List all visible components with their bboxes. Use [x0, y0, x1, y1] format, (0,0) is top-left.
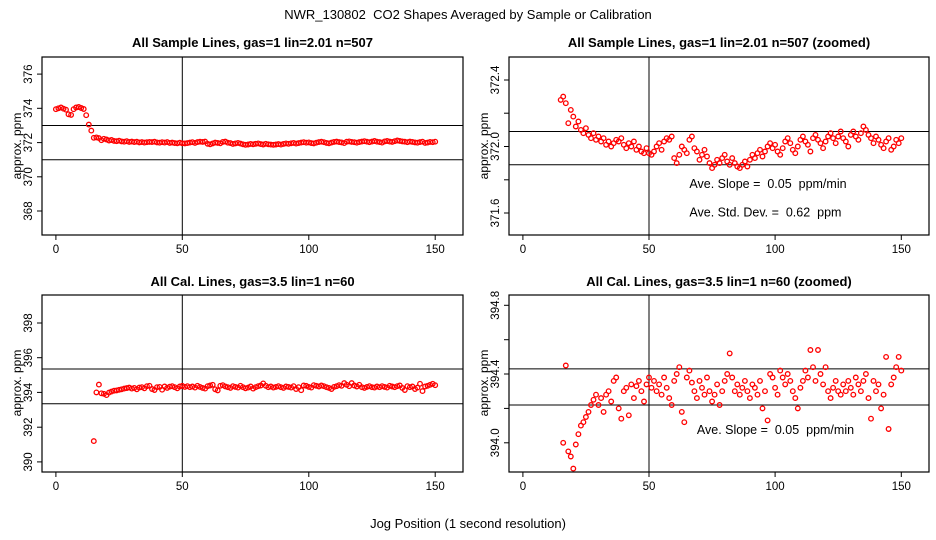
- y-tick-label: 394: [23, 382, 35, 402]
- panel-cal-zoomed: 0 50 100 150 394.0 394.4 394.8 Ave. Slope = 0.0…: [490, 291, 930, 493]
- x-tick-label: 0: [53, 481, 59, 493]
- plot-border: [508, 294, 930, 473]
- y-tick-label: 368: [23, 201, 35, 220]
- x-tick-label: 150: [426, 244, 445, 256]
- panel-title-cal-zoomed: All Cal. Lines, gas=3.5 lin=1 n=60 (zoom…: [586, 274, 852, 289]
- x-tick-label: 50: [176, 481, 189, 493]
- data-points-cal-zoomed: [560, 347, 905, 472]
- y-tick-label: 376: [23, 65, 35, 84]
- y-tick-label: 394.4: [490, 359, 502, 388]
- x-tick-label: 50: [176, 244, 189, 256]
- panel-title-sample-zoomed: All Sample Lines, gas=1 lin=2.01 n=507 (…: [567, 35, 871, 50]
- y-tick-label: 372.0: [490, 132, 502, 161]
- x-tick-label: 0: [53, 244, 59, 256]
- x-tick-label: 100: [766, 481, 785, 493]
- panel-cal-full: 0 50 100 150 390 392 394 396 398: [23, 294, 464, 493]
- y-tick-label: 392: [23, 418, 35, 437]
- x-tick-label: 0: [520, 244, 526, 256]
- y-tick-label: 371.6: [490, 199, 502, 228]
- y-tick-label: 398: [23, 313, 35, 332]
- y-tick-label: 370: [23, 167, 35, 186]
- x-tick-label: 0: [520, 481, 526, 493]
- annotation-text: Ave. Std. Dev. = 0.62 ppm: [689, 205, 841, 219]
- y-tick-label: 394.8: [490, 291, 502, 320]
- x-tick-label: 50: [643, 244, 656, 256]
- x-tick-label: 150: [892, 481, 911, 493]
- y-tick-label: 372.4: [490, 65, 502, 94]
- y-tick-label: 394.0: [490, 428, 502, 457]
- panel-title-sample-full: All Sample Lines, gas=1 lin=2.01 n=507: [132, 35, 373, 50]
- x-axis-label: Jog Position (1 second resolution): [370, 516, 566, 531]
- main-title: NWR_130802 CO2 Shapes Averaged by Sample…: [284, 7, 652, 22]
- panel-sample-zoomed: 0 50 100 150 371.6 372.0 372.4 Ave. Slope = 0.0…: [490, 56, 930, 256]
- data-points-sample-full: [52, 104, 439, 148]
- panel-sample-full: 0 50 100 150 368 370 372 374 376: [23, 56, 464, 256]
- annotation-text: Ave. Slope = 0.05 ppm/min: [697, 423, 854, 437]
- x-tick-label: 50: [643, 481, 656, 493]
- plot-border: [41, 294, 464, 473]
- y-tick-label: 374: [23, 98, 35, 118]
- y-tick-label: 390: [23, 452, 35, 471]
- x-tick-label: 150: [426, 481, 445, 493]
- x-tick-label: 100: [299, 481, 318, 493]
- data-points-cal-full: [90, 380, 439, 445]
- data-points-sample-zoomed: [557, 93, 905, 172]
- annotation-text: Ave. Slope = 0.05 ppm/min: [689, 177, 846, 191]
- y-tick-label: 396: [23, 348, 35, 367]
- y-tick-label: 372: [23, 133, 35, 152]
- plot-border: [41, 56, 464, 236]
- x-tick-label: 100: [299, 244, 318, 256]
- panel-title-cal-full: All Cal. Lines, gas=3.5 lin=1 n=60: [150, 274, 355, 289]
- x-tick-label: 100: [766, 244, 785, 256]
- x-tick-label: 150: [892, 244, 911, 256]
